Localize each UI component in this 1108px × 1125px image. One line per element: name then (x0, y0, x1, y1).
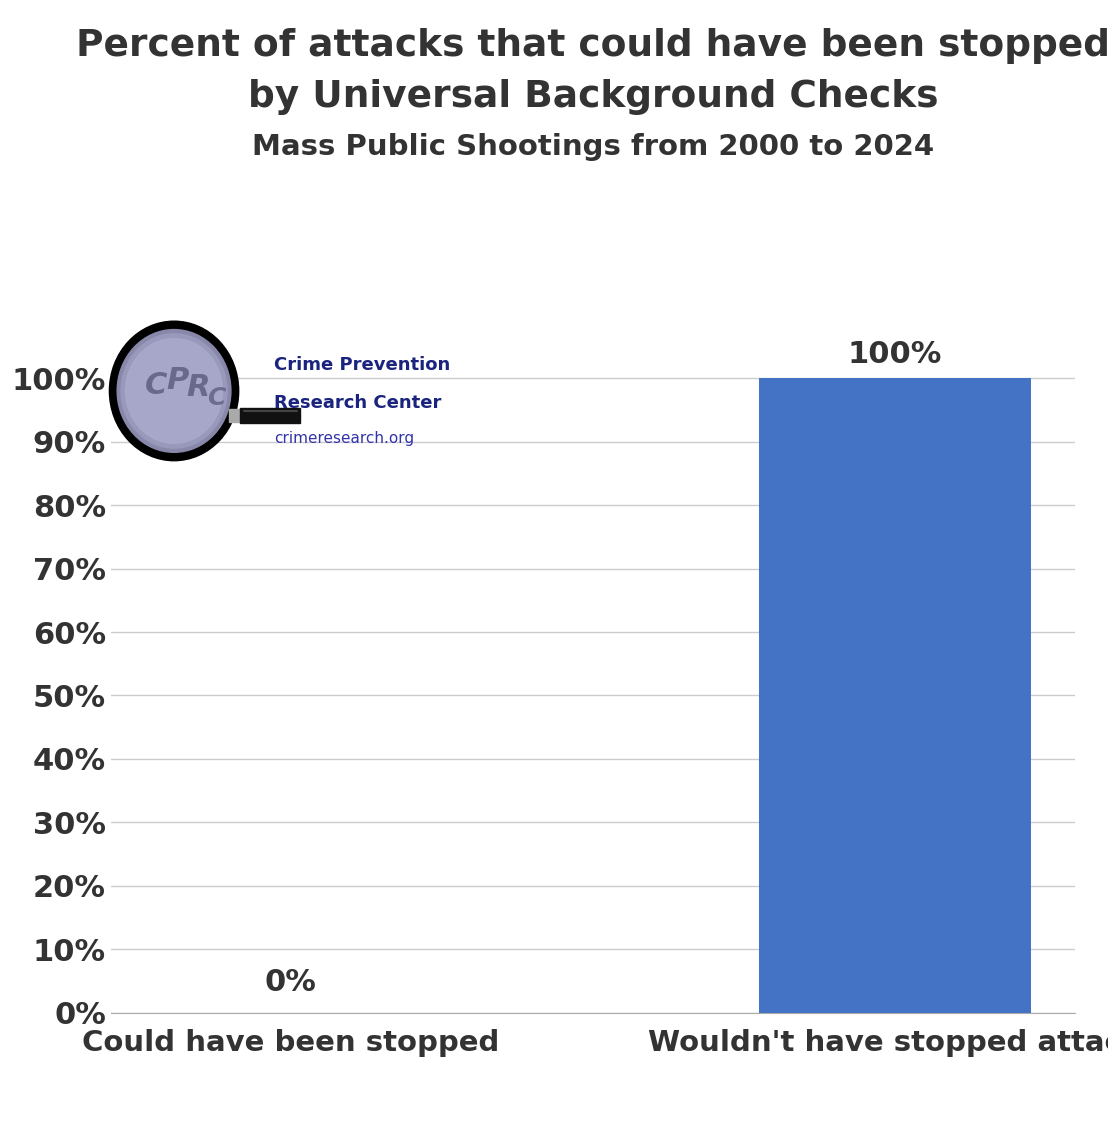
Text: R: R (186, 374, 211, 402)
Text: C: C (145, 371, 167, 400)
Text: C: C (207, 386, 225, 410)
Text: by Universal Background Checks: by Universal Background Checks (247, 79, 938, 115)
Text: Crime Prevention: Crime Prevention (275, 356, 451, 374)
Bar (759, 378, 1030, 1013)
Text: Mass Public Shootings from 2000 to 2024: Mass Public Shootings from 2000 to 2024 (252, 133, 934, 161)
FancyArrow shape (229, 408, 242, 422)
Text: 0%: 0% (265, 968, 317, 997)
Text: P: P (166, 366, 188, 395)
Text: Research Center: Research Center (275, 394, 442, 412)
Text: 100%: 100% (848, 340, 942, 369)
Circle shape (121, 334, 227, 448)
Circle shape (110, 322, 238, 461)
Circle shape (125, 339, 223, 443)
Text: Percent of attacks that could have been stopped: Percent of attacks that could have been … (75, 28, 1108, 64)
FancyArrow shape (240, 408, 300, 423)
Circle shape (117, 330, 230, 452)
Text: crimeresearch.org: crimeresearch.org (275, 431, 414, 446)
